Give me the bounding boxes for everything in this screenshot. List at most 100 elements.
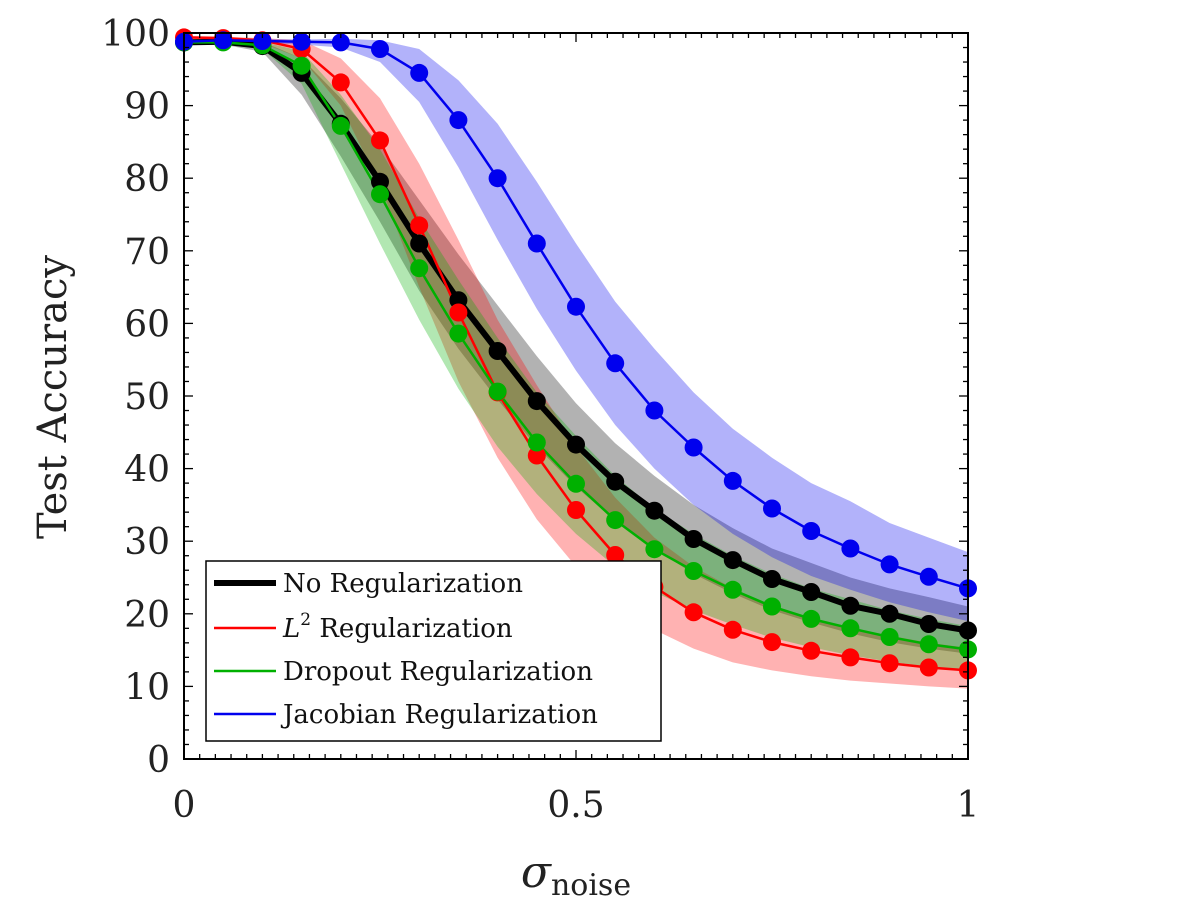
legend-label: Dropout Regularization: [283, 657, 593, 687]
point-no-regularization: [606, 472, 625, 491]
band-l2-regularization: [184, 35, 968, 689]
legend-entry-l2-regularization: L2 Regularization: [214, 610, 513, 644]
point-jacobian-regularization: [449, 111, 468, 130]
y-tick-label: 100: [101, 14, 170, 55]
point-no-regularization: [449, 291, 468, 310]
point-l2-regularization: [371, 131, 389, 150]
point-no-regularization: [763, 570, 781, 588]
tick-labels: 0 10 20 30 40 50 60 70 80 90 100 0 0.5 1: [101, 14, 979, 826]
point-l2-regularization: [684, 603, 703, 622]
point-l2-regularization: [880, 654, 899, 673]
point-no-regularization: [841, 596, 860, 615]
point-dropout-regularization: [410, 259, 429, 278]
x-tick-label: 0: [173, 785, 196, 826]
point-jacobian-regularization: [841, 539, 860, 558]
x-axis-label: σnoise: [521, 847, 631, 903]
point-jacobian-regularization: [645, 401, 664, 420]
series-markers: [175, 28, 977, 680]
y-tick-label: 90: [124, 87, 170, 128]
point-dropout-regularization: [331, 116, 350, 135]
point-jacobian-regularization: [723, 471, 742, 490]
legend-entry-dropout-regularization: Dropout Regularization: [214, 657, 593, 687]
x-tick-label: 1: [957, 785, 980, 826]
point-dropout-regularization: [527, 433, 546, 452]
point-l2-regularization: [410, 216, 429, 235]
legend-entry-no-regularization: No Regularization: [214, 569, 523, 599]
point-jacobian-regularization: [880, 555, 899, 574]
point-dropout-regularization: [645, 540, 664, 559]
x-tick-label: 0.5: [547, 785, 604, 826]
point-no-regularization: [723, 551, 742, 570]
point-dropout-regularization: [684, 562, 703, 580]
y-tick-label: 40: [124, 450, 170, 491]
point-dropout-regularization: [488, 382, 507, 401]
legend-label: Jacobian Regularization: [280, 700, 598, 730]
point-dropout-regularization: [449, 324, 468, 343]
point-no-regularization: [684, 530, 703, 548]
point-dropout-regularization: [723, 580, 742, 599]
point-jacobian-regularization: [214, 31, 233, 50]
legend-label-rest: Regularization: [311, 614, 513, 644]
point-l2-regularization: [802, 641, 821, 660]
point-l2-regularization: [919, 658, 938, 677]
point-jacobian-regularization: [488, 169, 507, 188]
point-no-regularization: [645, 501, 664, 520]
point-l2-regularization: [723, 620, 742, 639]
legend-label: No Regularization: [283, 569, 523, 599]
y-tick-label: 0: [147, 740, 170, 781]
point-jacobian-regularization: [763, 499, 781, 518]
y-tick-label: 30: [124, 522, 170, 563]
point-l2-regularization: [449, 303, 468, 322]
point-l2-regularization: [606, 546, 625, 564]
point-l2-regularization: [763, 633, 781, 652]
point-no-regularization: [919, 615, 938, 633]
point-jacobian-regularization: [606, 354, 625, 373]
x-axis-label-subscript: noise: [551, 868, 631, 903]
point-jacobian-regularization: [527, 234, 546, 253]
point-no-regularization: [488, 342, 507, 360]
legend-label: L2 Regularization: [282, 610, 513, 644]
point-dropout-regularization: [880, 628, 899, 646]
point-dropout-regularization: [292, 56, 311, 75]
legend: No Regularization L2 Regularization Drop…: [205, 560, 662, 742]
point-no-regularization: [527, 392, 546, 411]
y-tick-label: 70: [124, 232, 170, 273]
point-no-regularization: [371, 172, 389, 191]
point-dropout-regularization: [919, 635, 938, 654]
point-jacobian-regularization: [919, 567, 938, 586]
point-jacobian-regularization: [331, 33, 350, 52]
point-jacobian-regularization: [292, 32, 311, 51]
y-tick-label: 50: [124, 377, 170, 418]
y-tick-label: 80: [124, 159, 170, 200]
point-l2-regularization: [567, 501, 585, 519]
point-no-regularization: [410, 234, 429, 253]
point-no-regularization: [567, 435, 585, 454]
y-tick-label: 60: [124, 304, 170, 345]
point-no-regularization: [802, 583, 821, 601]
point-dropout-regularization: [841, 619, 860, 638]
point-jacobian-regularization: [802, 522, 821, 540]
y-tick-label: 20: [124, 595, 170, 636]
point-dropout-regularization: [567, 474, 585, 493]
x-axis-label-symbol: σ: [521, 847, 553, 898]
legend-label-sup: 2: [300, 610, 311, 630]
point-dropout-regularization: [802, 609, 821, 628]
point-dropout-regularization: [763, 597, 781, 616]
point-jacobian-regularization: [567, 297, 585, 316]
point-dropout-regularization: [371, 185, 389, 204]
point-dropout-regularization: [606, 511, 625, 530]
axes: [183, 32, 969, 760]
point-jacobian-regularization: [684, 438, 703, 457]
band-jacobian-regularization: [184, 38, 968, 622]
point-jacobian-regularization: [410, 63, 429, 82]
legend-box: [205, 560, 662, 742]
y-axis-label: Test Accuracy: [30, 255, 76, 539]
y-tick-label: 10: [124, 667, 170, 708]
legend-label-l: L: [282, 614, 300, 644]
point-l2-regularization: [527, 446, 546, 465]
point-no-regularization: [880, 604, 899, 623]
point-jacobian-regularization: [371, 40, 389, 58]
point-l2-regularization: [331, 73, 350, 92]
point-jacobian-regularization: [253, 32, 272, 50]
